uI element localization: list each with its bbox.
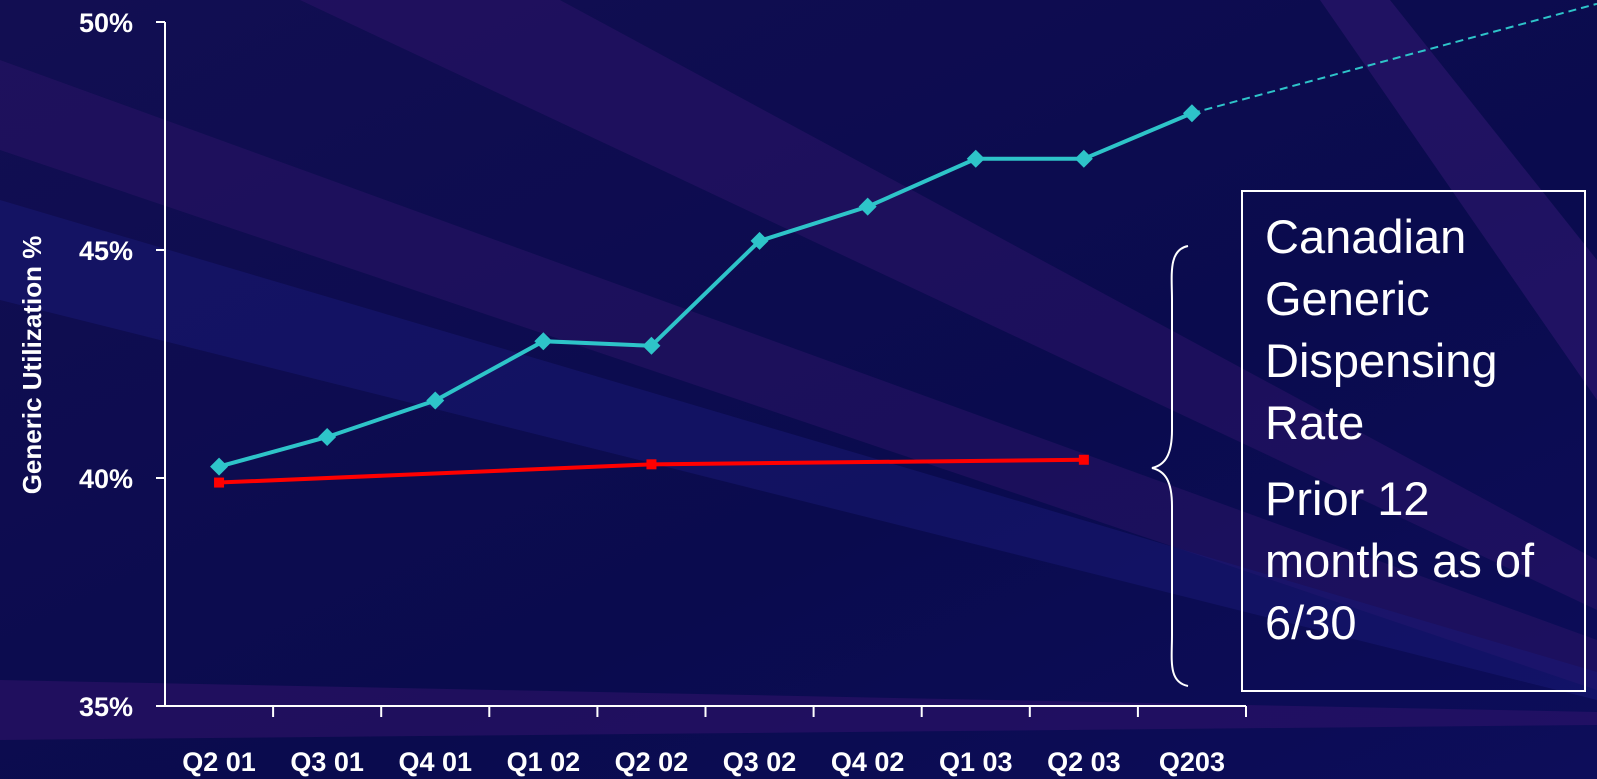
series-1-point bbox=[1182, 104, 1201, 123]
series-2-point bbox=[646, 459, 657, 470]
x-tick-label: Q1 02 bbox=[507, 747, 581, 777]
series-1-line bbox=[218, 111, 1193, 469]
series-1-point bbox=[534, 332, 553, 351]
callout-note: Prior 12 months as of 6/30 bbox=[1265, 472, 1535, 649]
series-layer bbox=[210, 2, 1597, 488]
y-tick-label: 40% bbox=[79, 464, 133, 494]
series-1-point bbox=[426, 391, 445, 410]
x-tick-label: Q203 bbox=[1159, 747, 1225, 777]
series-1-projection bbox=[1191, 2, 1597, 115]
x-axis: Q2 01 Q3 01 Q4 01 Q1 02 Q2 02 Q3 02 Q4 02 Q1 03… bbox=[165, 705, 1247, 777]
series-1-point bbox=[1074, 149, 1093, 168]
y-tick-label: 45% bbox=[79, 236, 133, 266]
x-tick-label: Q4 01 bbox=[398, 747, 472, 777]
x-tick-label: Q2 02 bbox=[615, 747, 689, 777]
series-1-point bbox=[642, 336, 661, 355]
callout-box: Canadian Generic Dispensing Rate Prior 1… bbox=[1241, 190, 1586, 692]
x-tick-label: Q2 03 bbox=[1047, 747, 1121, 777]
callout-title: Canadian Generic Dispensing Rate bbox=[1265, 210, 1498, 449]
x-tick-label: Q4 02 bbox=[831, 747, 905, 777]
x-tick-label: Q3 01 bbox=[290, 747, 364, 777]
series-1-point bbox=[318, 427, 337, 446]
series-2-point bbox=[1078, 454, 1089, 465]
series-2-point bbox=[214, 477, 225, 488]
x-tick-label: Q3 02 bbox=[723, 747, 797, 777]
series-1-point bbox=[750, 231, 769, 250]
x-tick-label: Q2 01 bbox=[182, 747, 256, 777]
y-tick-label: 35% bbox=[79, 692, 133, 722]
brace bbox=[1151, 245, 1189, 687]
x-tick-label: Q1 03 bbox=[939, 747, 1013, 777]
y-tick-label: 50% bbox=[79, 8, 133, 38]
series-1-point bbox=[858, 197, 877, 216]
series-1-point bbox=[210, 457, 229, 476]
y-axis-title: Generic Utilization % bbox=[17, 236, 47, 495]
y-axis: 35% 40% 45% 50% bbox=[79, 8, 166, 722]
series-1-point bbox=[966, 149, 985, 168]
